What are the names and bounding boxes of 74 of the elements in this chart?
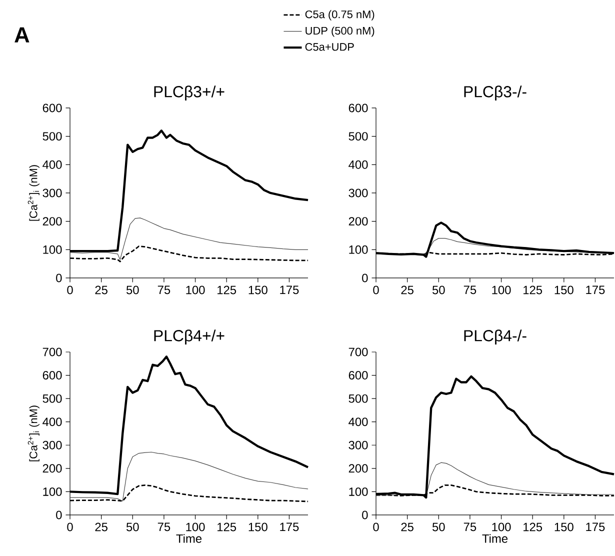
x-tick-label: 75 [464,522,476,532]
chart-title: PLCβ3-/- [464,86,526,100]
y-tick-label: 600 [42,104,62,112]
legend-label: C5a+UDP [305,43,354,51]
x-tick-label: 125 [218,286,236,294]
y-tick-label: 100 [43,245,62,254]
y-tick-label: 500 [348,394,368,403]
x-tick-label: 125 [524,286,542,294]
x-tick-label: 125 [218,522,236,532]
chart-title: PLCβ3+/+ [154,86,224,100]
y-tick-label: 400 [42,160,62,169]
text: A [14,27,30,42]
x-tick-label: 50 [126,522,139,532]
x-tick-label: 75 [158,522,170,532]
y-axis-title: [Ca$^{2+}$]$_{i}$ (nM) [28,406,40,462]
y-tick-label: 100 [349,245,368,254]
x-tick-label: 150 [554,286,574,294]
x-tick-label: 100 [492,522,511,532]
x-tick-label: 150 [248,522,268,532]
x-axis-title: Time [176,534,202,543]
x-tick-label: 0 [67,286,73,294]
y-tick-label: 100 [349,487,368,496]
y-tick-label: 200 [348,217,368,226]
x-tick-label: 25 [401,286,414,294]
x-tick-label: 0 [67,522,73,532]
y-tick-label: 200 [42,217,62,226]
y-tick-label: 300 [348,440,368,450]
x-tick-label: 50 [432,286,445,294]
x-tick-label: 25 [95,522,108,532]
x-tick-label: 100 [186,522,205,532]
y-tick-label: 300 [42,188,62,198]
x-tick-label: 0 [373,286,379,294]
chart-title: PLCβ4-/- [464,330,526,344]
y-tick-label: 400 [348,418,368,426]
y-tick-label: 400 [42,418,62,426]
y-tick-label: 500 [42,132,62,141]
x-tick-label: 75 [464,286,476,294]
x-tick-label: 175 [586,286,605,294]
y-tick-label: 500 [348,132,368,141]
x-tick-label: 100 [492,286,511,294]
y-axis-title: [Ca$^{2+}$]$_{i}$ (nM) [28,165,40,221]
x-tick-label: 100 [186,286,205,294]
legend-label: C5a (0.75 nM) [305,10,374,20]
y-tick-label: 700 [348,348,368,356]
y-tick-label: 300 [348,188,368,198]
x-axis-title: Time [482,534,508,543]
y-tick-label: 200 [348,464,368,473]
x-tick-label: 150 [248,286,268,294]
x-tick-label: 25 [95,286,108,294]
y-tick-label: 0 [362,510,368,520]
y-tick-label: 300 [42,440,62,450]
y-tick-label: 500 [42,394,62,403]
x-tick-label: 175 [586,522,605,532]
y-tick-label: 0 [56,274,62,282]
x-tick-label: 175 [280,522,299,532]
y-tick-label: 700 [42,348,62,356]
x-tick-label: 50 [126,286,139,294]
y-tick-label: 400 [348,160,368,169]
x-tick-label: 75 [158,286,170,294]
y-tick-label: 100 [43,487,62,496]
chart-title: PLCβ4+/+ [154,330,224,344]
x-tick-label: 125 [524,522,542,532]
x-tick-label: 0 [373,522,379,532]
y-tick-label: 600 [348,104,368,112]
y-tick-label: 0 [362,274,368,282]
y-tick-label: 200 [42,464,62,473]
x-tick-label: 150 [554,522,574,532]
y-tick-label: 600 [42,371,62,380]
x-tick-label: 50 [432,522,445,532]
x-tick-label: 175 [280,286,299,294]
legend-label: UDP (500 nM) [306,26,374,37]
y-tick-label: 600 [348,371,368,380]
y-tick-label: 0 [56,510,62,520]
x-tick-label: 25 [401,522,414,532]
